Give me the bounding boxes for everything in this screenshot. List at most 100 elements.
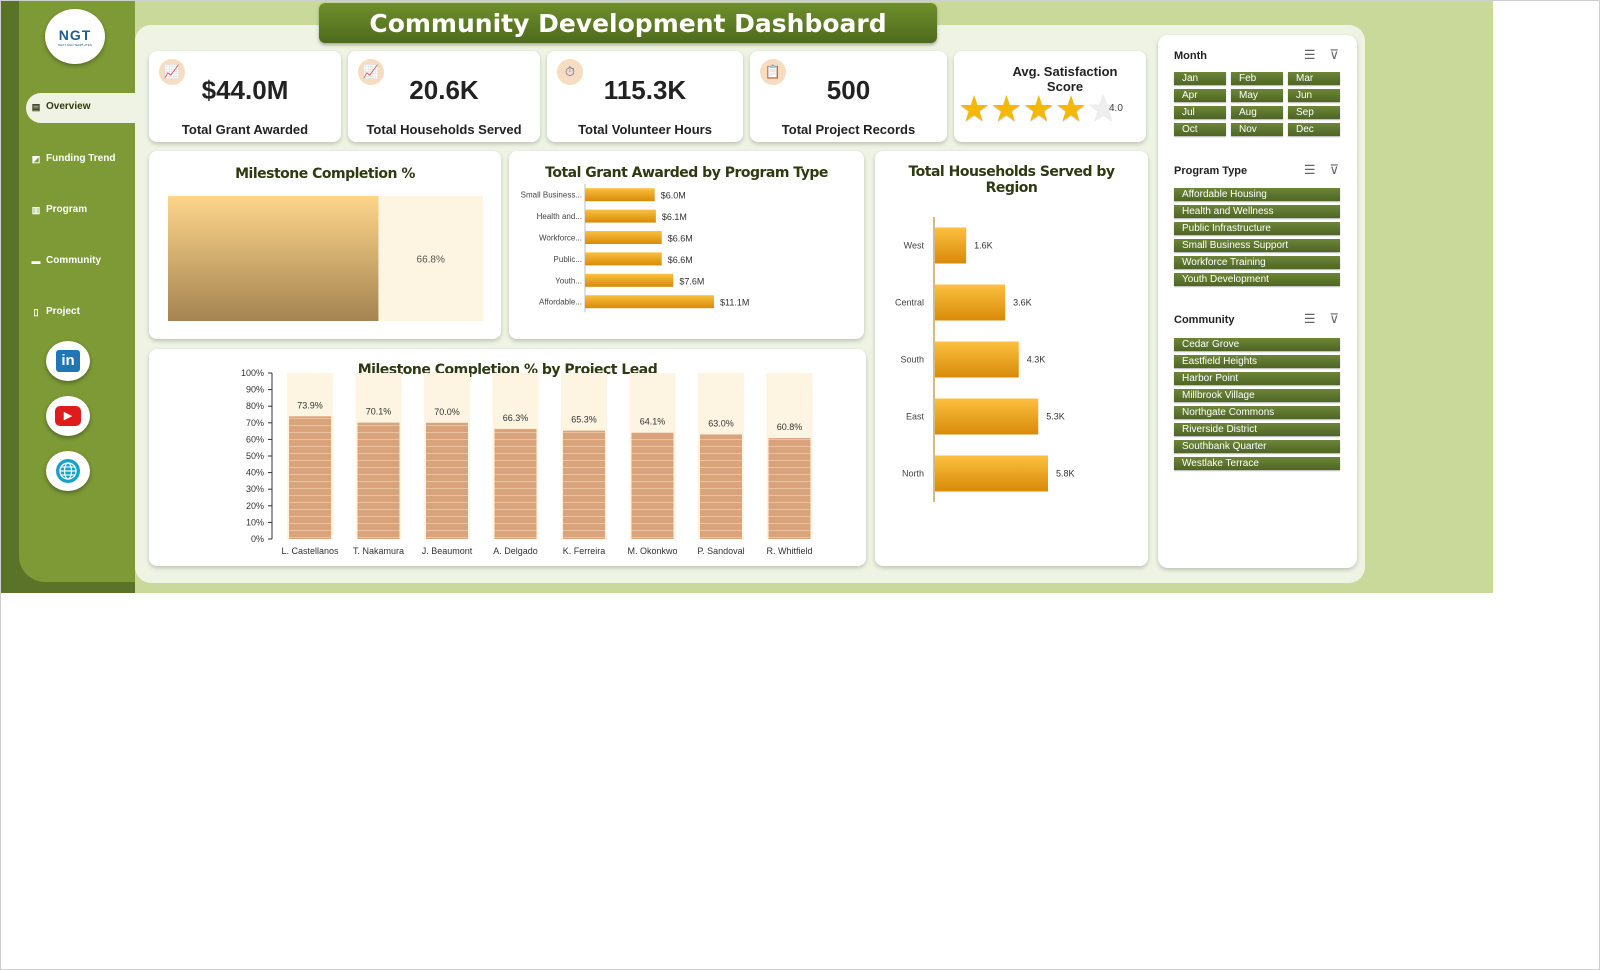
- bar: [768, 438, 811, 539]
- document-icon: ▯: [33, 306, 39, 317]
- nav-label: Program: [46, 204, 88, 215]
- slicer-month-sep[interactable]: Sep: [1288, 106, 1340, 119]
- slicer-month-apr[interactable]: Apr: [1174, 89, 1226, 102]
- star-filled-icon: ★: [1022, 88, 1055, 129]
- data-label: $11.1M: [720, 298, 749, 308]
- bar: [585, 273, 674, 287]
- slicer-month-jun[interactable]: Jun: [1288, 89, 1340, 102]
- slicer-community-southbank-quarter[interactable]: Southbank Quarter: [1174, 440, 1340, 453]
- slicer-month-mar[interactable]: Mar: [1288, 72, 1340, 85]
- slicer-month-jan[interactable]: Jan: [1174, 72, 1226, 85]
- slicer-community-millbrook-village[interactable]: Millbrook Village: [1174, 389, 1340, 402]
- multi-select-icon[interactable]: ☰: [1303, 162, 1316, 177]
- bar-chart-icon: ▤: [31, 101, 41, 112]
- grant-by-program-chart: Small Business... $6.0M Health and... $6.1M…: [521, 184, 749, 313]
- website-button[interactable]: [46, 451, 90, 491]
- data-label: 65.3%: [571, 415, 597, 425]
- y-tick-label: 70%: [246, 418, 264, 428]
- data-label: 66.8%: [417, 255, 445, 266]
- x-tick-label: L. Castellanos: [281, 546, 339, 556]
- clear-filter-icon[interactable]: ⊽: [1329, 47, 1339, 62]
- y-tick-label: 20%: [246, 501, 264, 511]
- slicer-program-public-infrastructure[interactable]: Public Infrastructure: [1174, 222, 1340, 235]
- data-label: $6.6M: [668, 255, 693, 265]
- slicer-community-eastfield-heights[interactable]: Eastfield Heights: [1174, 355, 1340, 368]
- category-label: Small Business...: [521, 191, 582, 200]
- slicer-program-small-business-support[interactable]: Small Business Support: [1174, 239, 1340, 252]
- slicer-month-dec[interactable]: Dec: [1288, 123, 1340, 136]
- slicer-month-jul[interactable]: Jul: [1174, 106, 1226, 119]
- slicer-program-health-and-wellness[interactable]: Health and Wellness: [1174, 205, 1340, 218]
- bar: [289, 416, 331, 539]
- slicer-community-harbor-point[interactable]: Harbor Point: [1174, 372, 1340, 385]
- slicer-month-may[interactable]: May: [1231, 89, 1283, 102]
- nav-overview[interactable]: ▤ Overview: [31, 101, 91, 112]
- logo[interactable]: NGT NEXT GEN TEMPLATES: [45, 9, 105, 64]
- x-tick-label: K. Ferreira: [563, 546, 606, 556]
- trend-chart-icon: 📈: [159, 59, 185, 85]
- multi-select-icon[interactable]: ☰: [1303, 47, 1316, 62]
- bar: [585, 209, 656, 223]
- slicer-month-oct[interactable]: Oct: [1174, 123, 1226, 136]
- x-tick-label: J. Beaumont: [422, 546, 473, 556]
- slicer-community-westlake-terrace[interactable]: Westlake Terrace: [1174, 457, 1340, 470]
- data-label: 1.6K: [974, 241, 993, 251]
- data-label: 73.9%: [297, 400, 323, 410]
- linkedin-icon: in: [56, 350, 80, 372]
- y-tick-label: 50%: [246, 451, 264, 461]
- chart-title: Total Grant Awarded by Program Type: [545, 165, 828, 181]
- slicer-community-cedar-grove[interactable]: Cedar Grove: [1174, 338, 1340, 351]
- data-label: 66.3%: [503, 413, 529, 423]
- clear-filter-icon[interactable]: ⊽: [1329, 311, 1339, 326]
- slicer-month-nov[interactable]: Nov: [1231, 123, 1283, 136]
- youtube-button[interactable]: ▶: [46, 396, 90, 436]
- bar: [563, 430, 605, 539]
- kpi-card-total-grant: 📈 $44.0M Total Grant Awarded: [149, 51, 341, 142]
- bar: [357, 422, 400, 539]
- slicer-community-northgate-commons[interactable]: Northgate Commons: [1174, 406, 1340, 419]
- kpi-value: $44.0M: [201, 75, 289, 105]
- y-tick-label: 100%: [241, 368, 264, 378]
- data-label: 63.0%: [708, 418, 734, 428]
- kpi-card-satisfaction: Avg. Satisfaction Score ★ ★ ★ ★ ★ 4.0: [954, 51, 1146, 142]
- slicer-month-aug[interactable]: Aug: [1231, 106, 1283, 119]
- data-label: 64.1%: [640, 417, 666, 427]
- data-label: 60.8%: [777, 422, 803, 432]
- slicer-program-affordable-housing[interactable]: Affordable Housing: [1174, 188, 1340, 201]
- nav-community[interactable]: ▬ Community: [31, 255, 102, 266]
- slicer-title-community: Community: [1174, 314, 1235, 326]
- nav-project[interactable]: ▯ Project: [31, 306, 80, 317]
- slicer-panel: Month ☰ ⊽ Jan Feb Mar Apr May Jun Jul Aug Sep Oct…: [1158, 35, 1357, 568]
- slicer-community-riverside-district[interactable]: Riverside District: [1174, 423, 1340, 436]
- data-label: 5.8K: [1056, 469, 1075, 479]
- bar: [935, 398, 1039, 435]
- slicer-program-youth-development[interactable]: Youth Development: [1174, 273, 1340, 286]
- kpi-label: Total Volunteer Hours: [578, 122, 712, 137]
- clipboard-icon: 📋: [760, 59, 786, 85]
- nav-funding-trend[interactable]: ◩ Funding Trend: [31, 153, 116, 164]
- category-label: Health and...: [537, 212, 582, 221]
- sidebar: [19, 1, 135, 582]
- bar: [494, 428, 537, 539]
- nav-label: Overview: [46, 101, 91, 112]
- nav-program[interactable]: ▥ Program: [31, 204, 87, 215]
- milestone-completion-card: Milestone Completion % 66.8%: [149, 151, 501, 339]
- slicer-program-workforce-training[interactable]: Workforce Training: [1174, 256, 1340, 269]
- linkedin-button[interactable]: in: [46, 341, 90, 381]
- y-tick-label: 80%: [246, 401, 264, 411]
- y-tick-label: 40%: [246, 468, 264, 478]
- star-rating: ★ ★ ★ ★ ★: [958, 91, 1119, 127]
- x-tick-label: T. Nakamura: [353, 546, 404, 556]
- satisfaction-title: Avg. Satisfaction Score: [1012, 64, 1118, 94]
- multi-select-icon[interactable]: ☰: [1303, 311, 1316, 326]
- category-label: Youth...: [555, 276, 582, 285]
- nav-label: Project: [46, 306, 80, 317]
- data-label: $6.1M: [662, 212, 687, 222]
- data-label: 70.0%: [434, 407, 460, 417]
- category-label: Public...: [554, 255, 582, 264]
- bar: [935, 341, 1019, 378]
- clear-filter-icon[interactable]: ⊽: [1329, 162, 1339, 177]
- slicer-month-feb[interactable]: Feb: [1231, 72, 1283, 85]
- data-label: $6.0M: [661, 191, 686, 201]
